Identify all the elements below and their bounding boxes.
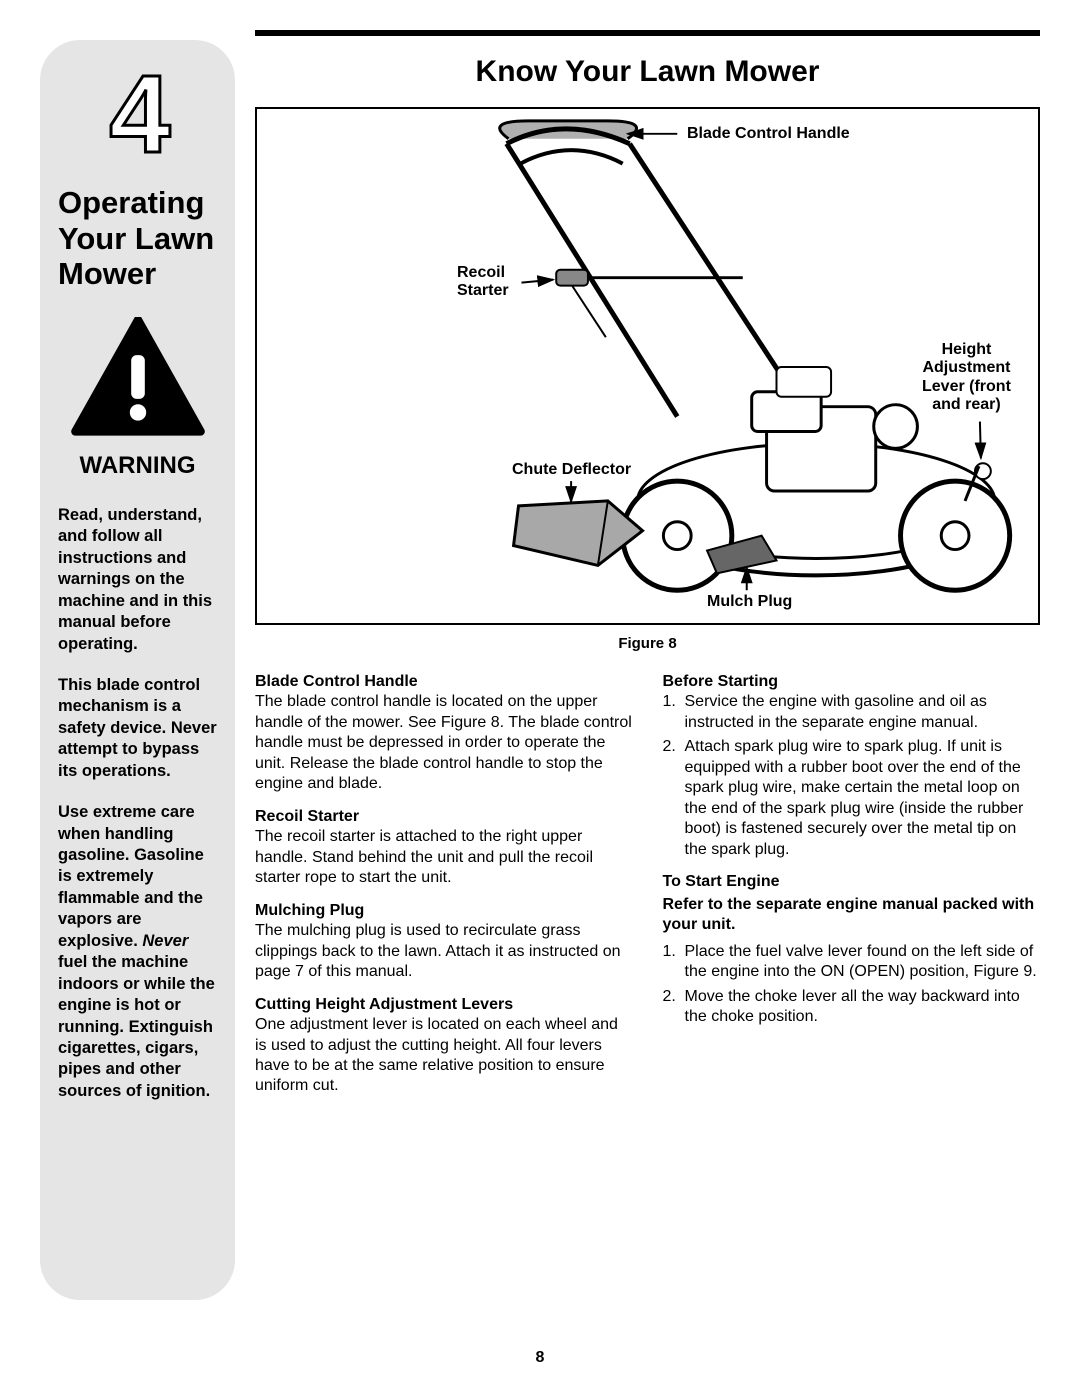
header-rule — [255, 30, 1040, 36]
heading-recoil-starter: Recoil Starter — [255, 807, 633, 827]
lawn-mower-diagram — [257, 109, 1038, 623]
page-number: 8 — [0, 1349, 1080, 1367]
warning-label: WARNING — [58, 452, 217, 480]
chapter-number: 4 — [58, 60, 217, 170]
callout-height-adjustment: Height Adjustment Lever (front and rear) — [922, 341, 1011, 415]
left-column: Blade Control Handle The blade control h… — [255, 670, 633, 1109]
start-engine-item-1: Place the fuel valve lever found on the … — [663, 942, 1041, 983]
figure-caption: Figure 8 — [255, 635, 1040, 652]
start-engine-item-2: Move the choke lever all the way backwar… — [663, 987, 1041, 1028]
warning-triangle-icon — [68, 317, 208, 437]
body-columns: Blade Control Handle The blade control h… — [255, 670, 1040, 1109]
figure-8-box: Blade Control Handle Recoil Starter Heig… — [255, 107, 1040, 625]
sidebar-para-2: This blade control mechanism is a safety… — [58, 675, 217, 782]
body-cutting-height: One adjustment lever is located on each … — [255, 1015, 633, 1097]
note-engine-manual: Refer to the separate engine manual pack… — [663, 895, 1041, 936]
main-title: Know Your Lawn Mower — [255, 55, 1040, 89]
heading-cutting-height: Cutting Height Adjustment Levers — [255, 995, 633, 1015]
list-to-start-engine: Place the fuel valve lever found on the … — [663, 942, 1041, 1028]
sidebar-para-3: Use extreme care when handling gasoline.… — [58, 802, 217, 1102]
heading-before-starting: Before Starting — [663, 672, 1041, 692]
sidebar-para-1: Read, understand, and follow all instruc… — [58, 505, 217, 655]
body-recoil-starter: The recoil starter is attached to the ri… — [255, 827, 633, 888]
sidebar-title: Operating Your Lawn Mower — [58, 185, 217, 292]
callout-mulch-plug: Mulch Plug — [707, 593, 792, 611]
heading-blade-control: Blade Control Handle — [255, 672, 633, 692]
callout-blade-control: Blade Control Handle — [687, 125, 850, 143]
never-emphasis: Never — [142, 932, 188, 950]
heading-to-start-engine: To Start Engine — [663, 872, 1041, 892]
list-before-starting: Service the engine with gasoline and oil… — [663, 692, 1041, 860]
body-mulching-plug: The mulching plug is used to recirculate… — [255, 921, 633, 982]
sidebar: 4 Operating Your Lawn Mower WARNING Read… — [40, 40, 235, 1300]
callout-chute-deflector: Chute Deflector — [512, 461, 631, 479]
sidebar-warning-text: Read, understand, and follow all instruc… — [58, 505, 217, 1102]
main-content: Know Your Lawn Mower — [255, 55, 1040, 1109]
page: 4 Operating Your Lawn Mower WARNING Read… — [0, 0, 1080, 1397]
right-column: Before Starting Service the engine with … — [663, 670, 1041, 1109]
body-blade-control: The blade control handle is located on t… — [255, 692, 633, 794]
heading-mulching-plug: Mulching Plug — [255, 901, 633, 921]
callout-recoil-starter: Recoil Starter — [457, 264, 509, 301]
before-starting-item-2: Attach spark plug wire to spark plug. If… — [663, 737, 1041, 860]
before-starting-item-1: Service the engine with gasoline and oil… — [663, 692, 1041, 733]
